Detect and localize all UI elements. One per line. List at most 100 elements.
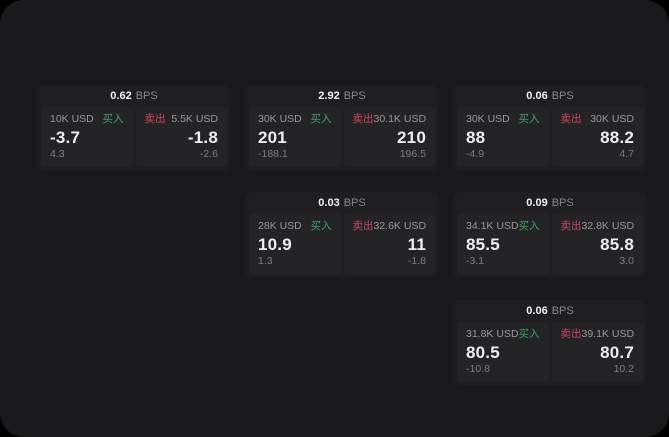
buy-side-label: 买入	[518, 113, 540, 125]
sell-panel[interactable]: 卖出 30.1K USD 210 196.5	[343, 107, 435, 167]
sell-header-row: 卖出 30.1K USD	[353, 113, 427, 126]
sell-delta: -2.6	[199, 148, 218, 160]
card-body: 31.8K USD 买入 80.5 -10.8 卖出 39.1K USD 80.…	[457, 322, 643, 382]
card-header: 0.06 BPS	[454, 85, 646, 107]
bps-unit: BPS	[551, 305, 574, 317]
card-header: 2.92 BPS	[246, 85, 438, 107]
buy-amount: 34.1K USD	[466, 220, 519, 232]
quote-card: 0.62 BPS 10K USD 买入 -3.7 4.3 卖出 5.5K USD…	[38, 85, 230, 170]
buy-header-row: 28K USD 买入	[258, 220, 332, 233]
buy-panel[interactable]: 28K USD 买入 10.9 1.3	[249, 214, 341, 274]
card-body: 34.1K USD 买入 85.5 -3.1 卖出 32.8K USD 85.8…	[457, 214, 643, 274]
bps-value: 0.03	[318, 197, 340, 209]
sell-side-label: 卖出	[144, 113, 166, 125]
sell-side-label: 卖出	[352, 220, 374, 232]
buy-delta: 4.3	[50, 148, 65, 160]
buy-header-row: 34.1K USD 买入	[466, 220, 540, 233]
sell-header-row: 卖出 32.8K USD	[561, 220, 635, 233]
buy-price: 201	[258, 128, 287, 147]
sell-delta: 3.0	[619, 255, 634, 267]
sell-price: 80.7	[600, 343, 634, 362]
buy-delta: -3.1	[466, 255, 485, 267]
bps-value: 2.92	[318, 90, 340, 102]
card-body: 28K USD 买入 10.9 1.3 卖出 32.6K USD 11 -1.8	[249, 214, 435, 274]
card-header: 0.06 BPS	[454, 300, 646, 322]
sell-header-row: 卖出 30K USD	[561, 113, 635, 126]
bps-value: 0.06	[526, 305, 548, 317]
buy-price: 88	[466, 128, 486, 147]
bps-unit: BPS	[343, 90, 366, 102]
sell-delta: 10.2	[613, 363, 634, 375]
buy-amount: 30K USD	[466, 113, 510, 125]
buy-price: 85.5	[466, 235, 500, 254]
quote-card: 0.06 BPS 31.8K USD 买入 80.5 -10.8 卖出 39.1…	[454, 300, 646, 385]
card-header: 0.09 BPS	[454, 192, 646, 214]
buy-header-row: 30K USD 买入	[258, 113, 332, 126]
buy-amount: 10K USD	[50, 113, 94, 125]
sell-delta: -1.8	[407, 255, 426, 267]
buy-delta: 1.3	[258, 255, 273, 267]
bps-unit: BPS	[343, 197, 366, 209]
card-body: 30K USD 买入 88 -4.9 卖出 30K USD 88.2 4.7	[457, 107, 643, 167]
card-header: 0.03 BPS	[246, 192, 438, 214]
card-body: 30K USD 买入 201 -188.1 卖出 30.1K USD 210 1…	[249, 107, 435, 167]
buy-amount: 30K USD	[258, 113, 302, 125]
sell-panel[interactable]: 卖出 39.1K USD 80.7 10.2	[551, 322, 643, 382]
buy-header-row: 31.8K USD 买入	[466, 328, 540, 341]
card-header: 0.62 BPS	[38, 85, 230, 107]
bps-unit: BPS	[551, 197, 574, 209]
buy-panel[interactable]: 30K USD 买入 201 -188.1	[249, 107, 341, 167]
sell-price: 210	[397, 128, 426, 147]
sell-side-label: 卖出	[560, 220, 582, 232]
bps-unit: BPS	[135, 90, 158, 102]
sell-amount: 30.1K USD	[373, 113, 427, 125]
bps-value: 0.62	[110, 90, 132, 102]
sell-panel[interactable]: 卖出 32.6K USD 11 -1.8	[343, 214, 435, 274]
buy-side-label: 买入	[518, 328, 540, 340]
sell-price: -1.8	[187, 128, 218, 147]
buy-delta: -188.1	[258, 148, 288, 160]
buy-delta: -4.9	[466, 148, 485, 160]
buy-side-label: 买入	[518, 220, 540, 232]
sell-price: 85.8	[600, 235, 634, 254]
buy-amount: 28K USD	[258, 220, 302, 232]
sell-delta: 196.5	[399, 148, 426, 160]
sell-panel[interactable]: 卖出 5.5K USD -1.8 -2.6	[135, 107, 227, 167]
buy-price: 80.5	[466, 343, 500, 362]
sell-header-row: 卖出 32.6K USD	[353, 220, 427, 233]
sell-delta: 4.7	[619, 148, 634, 160]
buy-side-label: 买入	[310, 220, 332, 232]
buy-delta: -10.8	[466, 363, 490, 375]
buy-header-row: 10K USD 买入	[50, 113, 124, 126]
sell-side-label: 卖出	[560, 113, 582, 125]
bps-unit: BPS	[551, 90, 574, 102]
sell-amount: 30K USD	[590, 113, 634, 125]
quote-card: 0.06 BPS 30K USD 买入 88 -4.9 卖出 30K USD 8…	[454, 85, 646, 170]
buy-price: -3.7	[50, 128, 81, 147]
quote-card: 0.09 BPS 34.1K USD 买入 85.5 -3.1 卖出 32.8K…	[454, 192, 646, 277]
sell-amount: 5.5K USD	[171, 113, 218, 125]
sell-panel[interactable]: 卖出 30K USD 88.2 4.7	[551, 107, 643, 167]
sell-amount: 32.6K USD	[373, 220, 427, 232]
sell-header-row: 卖出 5.5K USD	[145, 113, 219, 126]
sell-amount: 32.8K USD	[581, 220, 635, 232]
sell-amount: 39.1K USD	[581, 328, 635, 340]
buy-panel[interactable]: 10K USD 买入 -3.7 4.3	[41, 107, 133, 167]
sell-panel[interactable]: 卖出 32.8K USD 85.8 3.0	[551, 214, 643, 274]
sell-header-row: 卖出 39.1K USD	[561, 328, 635, 341]
bps-value: 0.06	[526, 90, 548, 102]
buy-panel[interactable]: 30K USD 买入 88 -4.9	[457, 107, 549, 167]
buy-panel[interactable]: 31.8K USD 买入 80.5 -10.8	[457, 322, 549, 382]
quote-card: 0.03 BPS 28K USD 买入 10.9 1.3 卖出 32.6K US…	[246, 192, 438, 277]
buy-header-row: 30K USD 买入	[466, 113, 540, 126]
sell-side-label: 卖出	[352, 113, 374, 125]
card-body: 10K USD 买入 -3.7 4.3 卖出 5.5K USD -1.8 -2.…	[41, 107, 227, 167]
buy-side-label: 买入	[310, 113, 332, 125]
buy-side-label: 买入	[102, 113, 124, 125]
sell-side-label: 卖出	[560, 328, 582, 340]
sell-price: 11	[407, 235, 426, 254]
bps-value: 0.09	[526, 197, 548, 209]
sell-price: 88.2	[600, 128, 634, 147]
buy-panel[interactable]: 34.1K USD 买入 85.5 -3.1	[457, 214, 549, 274]
